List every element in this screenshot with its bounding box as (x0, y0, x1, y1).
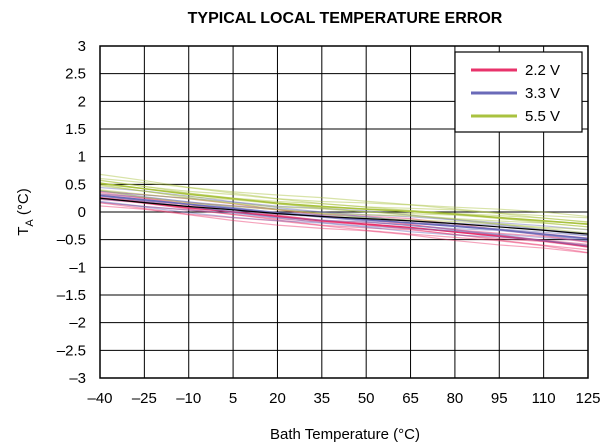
series-layer (100, 174, 588, 253)
y-tick-labels: 3 2.5 2 1.5 1 0.5 0 –0.5 –1 –1.5 –2 –2.5 –3 (57, 38, 86, 387)
x-tick-label: 35 (313, 390, 330, 407)
y-tick-label: 1.5 (65, 121, 86, 138)
y-axis-label-main: T (15, 227, 32, 236)
y-tick-label: 3 (78, 38, 86, 55)
x-tick-label: 20 (269, 390, 286, 407)
x-tick-label: 5 (229, 390, 237, 407)
y-tick-label: 1 (78, 149, 86, 166)
x-axis-label: Bath Temperature (°C) (270, 426, 420, 443)
y-tick-label: –2.5 (57, 342, 86, 359)
x-tick-label: –40 (87, 390, 112, 407)
y-tick-label: 2 (78, 93, 86, 110)
y-axis-label: TA (°C) (15, 188, 36, 236)
legend: 2.2 V 3.3 V 5.5 V (455, 52, 582, 132)
x-tick-label: 95 (491, 390, 508, 407)
legend-label: 3.3 V (525, 85, 560, 102)
y-tick-label: –3 (69, 370, 86, 387)
x-tick-label: –10 (176, 390, 201, 407)
x-tick-label: –25 (132, 390, 157, 407)
y-axis-label-unit: (°C) (15, 188, 32, 219)
x-tick-label: 125 (575, 390, 600, 407)
chart-title: TYPICAL LOCAL TEMPERATURE ERROR (188, 10, 503, 27)
y-tick-label: 2.5 (65, 66, 86, 83)
legend-label: 5.5 V (525, 108, 560, 125)
x-tick-label: 110 (532, 390, 556, 407)
x-tick-labels: –40 –25 –10 5 20 35 50 65 80 95 110 125 (87, 390, 600, 407)
y-tick-label: –2 (69, 315, 86, 332)
y-tick-label: –0.5 (57, 232, 86, 249)
y-tick-label: 0.5 (65, 176, 86, 193)
x-tick-label: 80 (447, 390, 464, 407)
y-tick-label: –1 (69, 259, 86, 276)
x-tick-label: 65 (402, 390, 419, 407)
y-tick-label: –1.5 (57, 287, 86, 304)
y-tick-label: 0 (78, 204, 86, 221)
x-tick-label: 50 (358, 390, 375, 407)
legend-label: 2.2 V (525, 62, 560, 79)
